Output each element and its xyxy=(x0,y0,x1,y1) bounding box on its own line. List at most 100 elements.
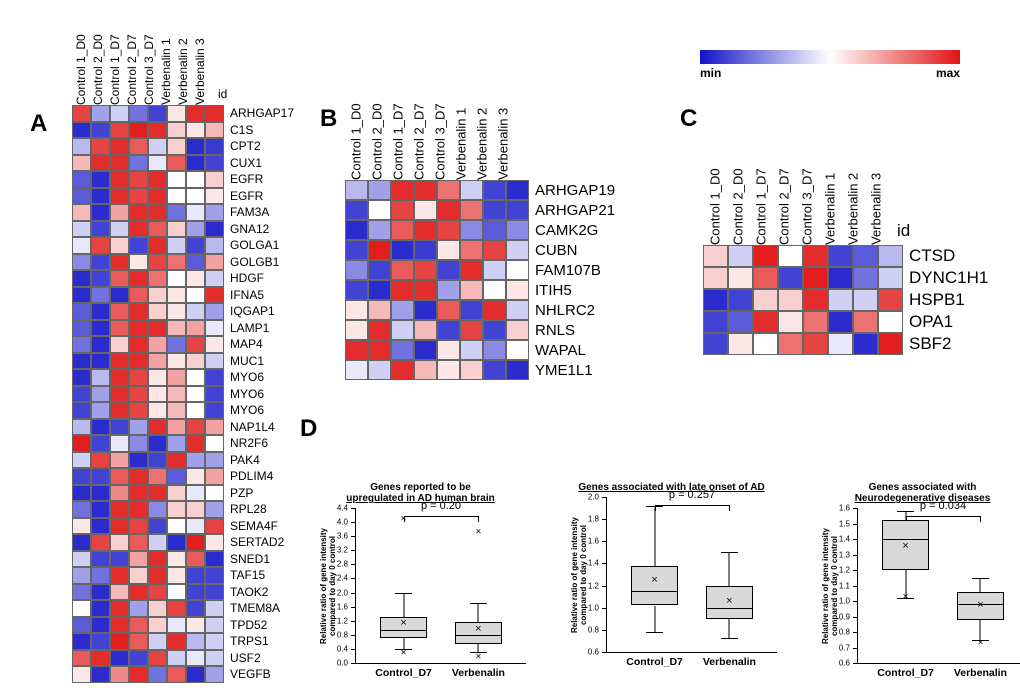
heatmap-row: USF2 xyxy=(72,650,295,667)
heatmap-row: YME1L1 xyxy=(345,360,616,380)
boxplot-axes: Relative ratio of gene intensity compare… xyxy=(606,497,777,653)
heatmap-row-label: FAM107B xyxy=(529,260,616,280)
col-label: Control 2_D7 xyxy=(408,90,429,180)
col-label: Verbenalin 1 xyxy=(450,90,471,180)
heatmap-cell xyxy=(205,567,224,584)
heatmap-row-label: GNA12 xyxy=(224,221,295,238)
heatmap-cell xyxy=(437,240,460,260)
heatmap-cell xyxy=(778,333,803,355)
heatmap-cell xyxy=(72,287,91,304)
heatmap-cell xyxy=(414,360,437,380)
heatmap-cell xyxy=(186,237,205,254)
heatmap-cell xyxy=(148,402,167,419)
col-label: Control 1_D7 xyxy=(106,15,123,105)
heatmap-cell xyxy=(391,300,414,320)
heatmap-cell xyxy=(391,260,414,280)
heatmap-cell xyxy=(148,534,167,551)
heatmap-cell xyxy=(205,402,224,419)
col-label: Control 2_D7 xyxy=(772,155,795,245)
heatmap-cell xyxy=(753,267,778,289)
heatmap-cell xyxy=(167,171,186,188)
heatmap-cell xyxy=(703,289,728,311)
y-tick-label: 3.2 xyxy=(337,546,348,555)
heatmap-cell xyxy=(167,270,186,287)
heatmap-cell xyxy=(167,666,186,683)
heatmap-row-label: IFNA5 xyxy=(224,287,295,304)
heatmap-cell xyxy=(167,369,186,386)
heatmap-cell xyxy=(148,221,167,238)
heatmap-cell xyxy=(110,534,129,551)
col-label-text: Control 3_D7 xyxy=(142,34,156,105)
y-tick-label: 1.4 xyxy=(588,559,599,568)
heatmap-cell xyxy=(91,138,110,155)
heatmap-row: CAMK2G xyxy=(345,220,616,240)
heatmap-cell xyxy=(345,320,368,340)
p-value: p = 0.034 xyxy=(920,500,966,512)
heatmap-cell xyxy=(72,485,91,502)
col-label-text: Control 1_D7 xyxy=(390,103,405,180)
y-tick xyxy=(853,586,858,587)
heatmap-cell xyxy=(368,280,391,300)
heatmap-cell xyxy=(72,188,91,205)
y-tick xyxy=(351,578,356,579)
heatmap-row: EGFR xyxy=(72,188,295,205)
heatmap-row: SNED1 xyxy=(72,551,295,568)
col-label: Control 2_D0 xyxy=(89,15,106,105)
heatmap-row-label: CAMK2G xyxy=(529,220,616,240)
y-tick-label: 1.2 xyxy=(839,566,850,575)
heatmap-cell xyxy=(91,600,110,617)
heatmap-cell xyxy=(186,402,205,419)
heatmap-cell xyxy=(167,534,186,551)
outlier-marker: × xyxy=(903,592,909,602)
heatmap-row: OPA1 xyxy=(703,311,989,333)
heatmap-cell xyxy=(186,122,205,139)
col-label: Control 1_D7 xyxy=(749,155,772,245)
heatmap-row-label: HSPB1 xyxy=(903,289,989,311)
heatmap-cell xyxy=(878,289,903,311)
heatmap-cell xyxy=(391,320,414,340)
y-tick-label: 1.3 xyxy=(839,550,850,559)
heatmap-cell xyxy=(483,180,506,200)
heatmap-row: PAK4 xyxy=(72,452,295,469)
heatmap-cell xyxy=(110,666,129,683)
heatmap-cell xyxy=(186,435,205,452)
heatmap-cell xyxy=(148,138,167,155)
heatmap-cell xyxy=(72,336,91,353)
heatmap-cell xyxy=(148,501,167,518)
heatmap-cell xyxy=(129,303,148,320)
median-line xyxy=(380,630,428,631)
heatmap-cell xyxy=(129,353,148,370)
heatmap-cell xyxy=(414,260,437,280)
col-label: Verbenalin 3 xyxy=(191,15,208,105)
boxplot-panel: Genes associated with late onset of ADRe… xyxy=(566,482,777,664)
heatmap-cell xyxy=(437,180,460,200)
heatmap-cell xyxy=(414,280,437,300)
heatmap-row-label: CUX1 xyxy=(224,155,295,172)
whisker xyxy=(729,619,730,638)
heatmap-cell xyxy=(91,369,110,386)
heatmap-cell xyxy=(205,303,224,320)
heatmap-cell xyxy=(72,633,91,650)
y-tick xyxy=(602,652,607,653)
col-label-text: Control 2_D7 xyxy=(411,103,426,180)
heatmap-row: TPD52 xyxy=(72,617,295,634)
y-tick xyxy=(602,608,607,609)
heatmap-cell xyxy=(414,200,437,220)
y-tick-label: 2.0 xyxy=(337,588,348,597)
heatmap-cell xyxy=(129,188,148,205)
heatmap-row-label: LAMP1 xyxy=(224,320,295,337)
heatmap-row-label: MAP4 xyxy=(224,336,295,353)
outlier-marker: × xyxy=(475,652,481,662)
heatmap-cell xyxy=(205,534,224,551)
y-tick xyxy=(602,519,607,520)
heatmap-cell xyxy=(91,221,110,238)
heatmap-row-label: VEGFB xyxy=(224,666,295,683)
outlier-marker: × xyxy=(401,649,407,659)
outlier-marker: × xyxy=(401,515,407,525)
y-tick-label: 0.6 xyxy=(839,659,850,668)
heatmap-cell xyxy=(703,245,728,267)
heatmap-cell xyxy=(148,105,167,122)
y-tick xyxy=(351,508,356,509)
y-tick xyxy=(351,593,356,594)
heatmap-cell xyxy=(753,289,778,311)
